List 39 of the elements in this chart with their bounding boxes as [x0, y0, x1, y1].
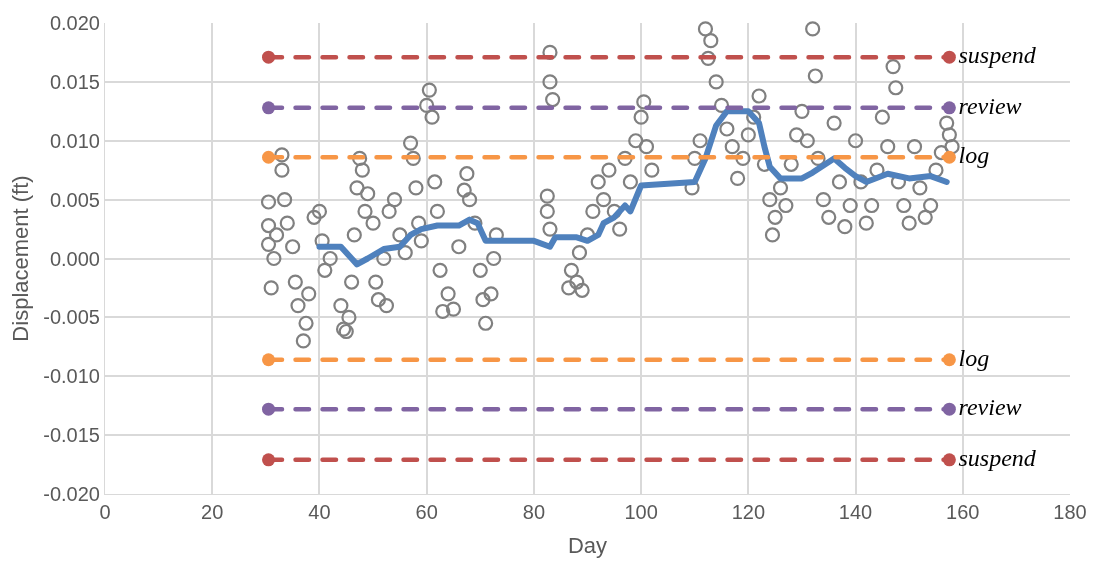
- y-tick-label: -0.005: [43, 306, 100, 329]
- point: [942, 353, 956, 367]
- x-axis-title: Day: [567, 532, 608, 558]
- y-tick-label: -0.020: [43, 483, 100, 505]
- y-tick-label: -0.015: [43, 424, 100, 447]
- y-tick-label: 0.005: [49, 188, 100, 211]
- series-label: suspend: [958, 42, 1037, 69]
- point: [942, 453, 956, 467]
- x-tick-label: 40: [308, 501, 331, 523]
- x-tick-label: 140: [838, 501, 873, 523]
- x-tick-label: 60: [415, 501, 438, 523]
- series-label: suspend: [958, 444, 1037, 471]
- point: [262, 353, 276, 367]
- point: [262, 101, 276, 115]
- x-tick-label: 180: [1053, 501, 1087, 523]
- x-tick-label: 20: [201, 501, 224, 523]
- series-label: review: [958, 92, 1022, 119]
- point: [942, 101, 956, 115]
- point: [942, 50, 956, 64]
- point: [262, 50, 276, 64]
- x-tick-label: 80: [522, 501, 546, 523]
- point: [262, 150, 276, 164]
- y-tick-label: 0.015: [49, 70, 100, 93]
- point: [262, 402, 276, 416]
- y-tick-label: 0.020: [49, 12, 100, 34]
- y-tick-label: -0.010: [43, 365, 100, 388]
- x-tick-label: 100: [624, 501, 658, 523]
- y-tick-label: 0.000: [49, 247, 100, 270]
- x-tick-label: 160: [946, 501, 980, 523]
- point: [262, 453, 276, 467]
- y-tick-label: 0.010: [49, 129, 100, 152]
- x-tick-label: 0: [99, 501, 111, 523]
- series-label: log: [958, 142, 990, 169]
- y-axis-title: Displacement (ft): [8, 175, 34, 342]
- point: [942, 402, 956, 416]
- x-tick-label: 120: [731, 501, 766, 523]
- point: [942, 150, 956, 164]
- series-label: log: [958, 344, 990, 371]
- series-label: review: [958, 394, 1022, 421]
